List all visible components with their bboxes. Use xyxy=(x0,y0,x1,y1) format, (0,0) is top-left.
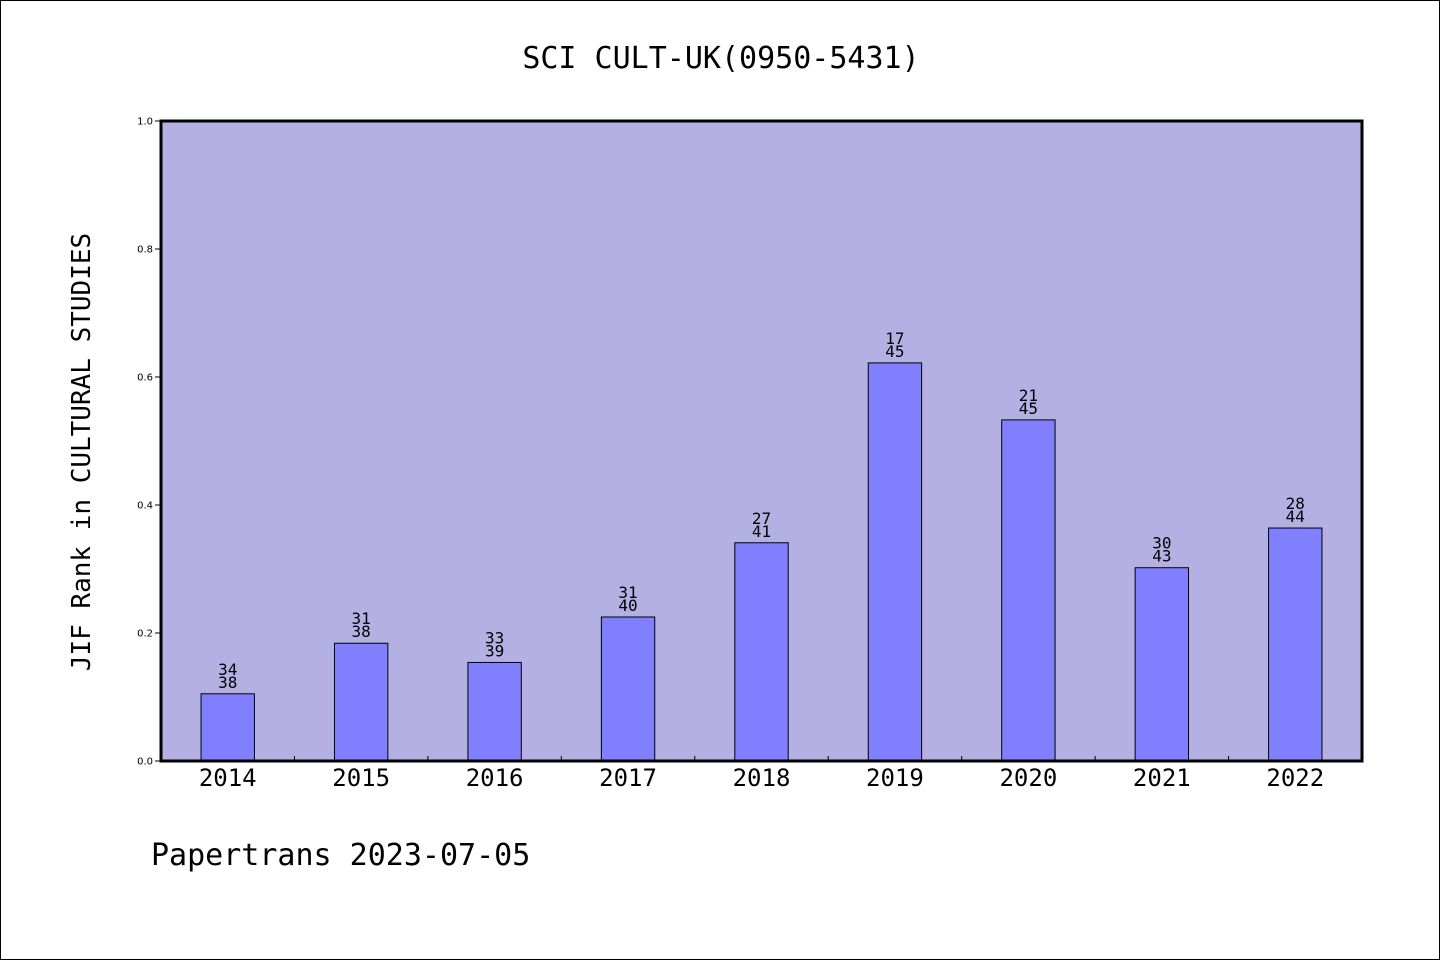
bar-label-rank: 31 xyxy=(618,583,637,602)
y-axis-label: JIF Rank in CULTURAL STUDIES xyxy=(67,233,97,671)
x-tick-label: 2017 xyxy=(599,764,657,792)
bar-label-total: 41 xyxy=(752,522,771,541)
y-tick-label: 0.8 xyxy=(137,245,153,256)
y-tick-label: 0.6 xyxy=(137,373,153,384)
x-tick-label: 2018 xyxy=(733,764,791,792)
y-tick-label: 0.0 xyxy=(137,757,153,768)
bar-2018 xyxy=(734,542,789,762)
x-tick-label: 2021 xyxy=(1133,764,1191,792)
bar-2015 xyxy=(333,642,389,762)
bar-2020 xyxy=(1001,419,1056,762)
bar-2021 xyxy=(1134,567,1190,762)
chart-title: SCI CULT-UK(0950-5431) xyxy=(522,41,919,76)
bar-label-rank: 17 xyxy=(885,329,904,348)
bar-label-rank: 33 xyxy=(485,628,504,647)
y-axis: 0.0 0.2 0.4 0.6 0.8 1.0 xyxy=(137,117,161,768)
x-axis: 2014 2015 2016 2017 2018 2019 2020 2021 2022 xyxy=(199,756,1324,792)
bar-2022 xyxy=(1268,527,1323,762)
y-tick-label: 0.4 xyxy=(137,501,153,512)
y-tick-label: 0.2 xyxy=(137,629,153,640)
x-tick-label: 2019 xyxy=(866,764,924,792)
bar-label-rank: 21 xyxy=(1019,386,1038,405)
bar-label-rank: 27 xyxy=(752,509,771,528)
footer-text: Papertrans 2023-07-05 xyxy=(151,838,530,873)
x-tick-label: 2014 xyxy=(199,764,257,792)
bar-label-total: 38 xyxy=(352,622,371,641)
bar-2014 xyxy=(200,693,255,762)
bar-label-total: 39 xyxy=(485,641,504,660)
bar-label-rank: 28 xyxy=(1286,494,1305,513)
plot-border xyxy=(159,119,1364,763)
x-tick-label: 2015 xyxy=(332,764,390,792)
bar-label-total: 45 xyxy=(1019,399,1038,418)
x-tick-label: 2020 xyxy=(999,764,1057,792)
bar-label-total: 44 xyxy=(1286,507,1305,526)
bar-label-rank: 30 xyxy=(1152,534,1171,553)
bar-2017 xyxy=(600,616,656,762)
bar-label-total: 38 xyxy=(218,673,237,692)
bar-label-total: 40 xyxy=(618,596,637,615)
bar-label-rank: 31 xyxy=(352,609,371,628)
bar-2016 xyxy=(467,661,522,762)
bar-2019 xyxy=(867,362,923,762)
x-tick-label: 2022 xyxy=(1266,764,1324,792)
x-tick-label: 2016 xyxy=(466,764,524,792)
bar-label-rank: 34 xyxy=(218,660,237,679)
bar-label-total: 43 xyxy=(1152,547,1171,566)
y-tick-label: 1.0 xyxy=(137,117,153,128)
bar-label-total: 45 xyxy=(885,342,904,361)
